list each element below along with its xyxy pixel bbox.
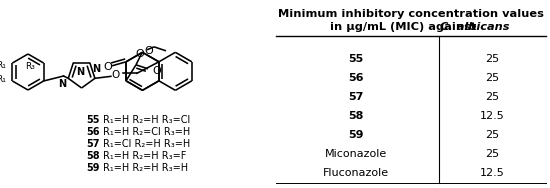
Text: R₃: R₃: [25, 62, 35, 71]
Text: 57: 57: [348, 92, 363, 102]
Text: 55: 55: [348, 54, 363, 64]
Text: N: N: [76, 67, 85, 77]
Text: 55: 55: [86, 115, 100, 125]
Text: 25: 25: [486, 130, 499, 139]
Text: O: O: [144, 46, 153, 56]
Text: 12.5: 12.5: [480, 168, 505, 177]
Text: R₁=H R₂=Cl R₃=H: R₁=H R₂=Cl R₃=H: [103, 127, 190, 137]
Text: Miconazole: Miconazole: [324, 149, 387, 158]
Text: 56: 56: [86, 127, 100, 137]
Text: C. albicans: C. albicans: [439, 22, 509, 32]
Text: 25: 25: [486, 73, 499, 83]
Text: N: N: [92, 64, 100, 74]
Text: 25: 25: [486, 92, 499, 102]
Text: 58: 58: [348, 111, 363, 121]
Text: R₁=H R₂=H R₃=F: R₁=H R₂=H R₃=F: [103, 151, 186, 161]
Text: O: O: [112, 70, 120, 80]
Text: R₁=Cl R₂=H R₃=H: R₁=Cl R₂=H R₃=H: [103, 139, 190, 149]
Text: R₁: R₁: [0, 61, 7, 70]
Text: O: O: [103, 62, 112, 72]
Text: R₁=H R₂=H R₃=Cl: R₁=H R₂=H R₃=Cl: [103, 115, 190, 125]
Text: 25: 25: [486, 54, 499, 64]
Text: 59: 59: [348, 130, 364, 139]
Text: 56: 56: [348, 73, 364, 83]
Text: O: O: [152, 66, 161, 76]
Text: in μg/mL (MIC) against: in μg/mL (MIC) against: [330, 22, 481, 32]
Text: 25: 25: [486, 149, 499, 158]
Text: Fluconazole: Fluconazole: [322, 168, 389, 177]
Text: O: O: [135, 49, 144, 59]
Text: 58: 58: [86, 151, 100, 161]
Text: 57: 57: [86, 139, 100, 149]
Text: 59: 59: [86, 163, 100, 173]
Text: R₁: R₁: [0, 74, 7, 83]
Text: Minimum inhibitory concentration values: Minimum inhibitory concentration values: [278, 9, 544, 19]
Text: R₁=H R₂=H R₃=H: R₁=H R₂=H R₃=H: [103, 163, 188, 173]
Text: N: N: [58, 79, 66, 89]
Text: 12.5: 12.5: [480, 111, 505, 121]
